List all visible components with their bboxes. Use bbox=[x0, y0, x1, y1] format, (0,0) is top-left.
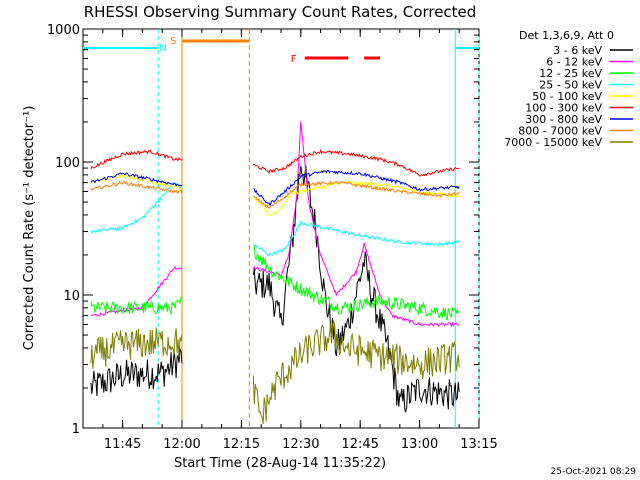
chart-title: RHESSI Observing Summary Count Rates, Co… bbox=[84, 3, 477, 21]
legend-label: 50 - 100 keV bbox=[532, 90, 602, 103]
legend-label: 300 - 800 keV bbox=[525, 113, 602, 126]
x-tick-label: 12:15 bbox=[223, 437, 260, 452]
x-tick-label: 13:15 bbox=[460, 437, 497, 452]
series-line bbox=[90, 165, 460, 413]
series-line bbox=[90, 173, 460, 217]
x-axis-label: Start Time (28-Aug-14 11:35:22) bbox=[174, 456, 386, 471]
x-tick-label: 12:00 bbox=[163, 437, 200, 452]
y-axis-label: Corrected Count Rate (s⁻¹ detector⁻¹) bbox=[22, 106, 37, 351]
x-tick-label: 12:30 bbox=[282, 437, 319, 452]
series-line bbox=[90, 169, 460, 207]
saa-marker-label: S bbox=[170, 36, 176, 47]
legend-title: Det 1,3,6,9, Att 0 bbox=[519, 29, 614, 42]
y-tick-label: 1 bbox=[72, 422, 80, 437]
night-marker-label: N bbox=[159, 43, 166, 54]
legend-label: 100 - 300 keV bbox=[525, 102, 602, 115]
series-line bbox=[90, 148, 460, 177]
legend-label: 800 - 7000 keV bbox=[518, 125, 602, 138]
series-line bbox=[90, 181, 460, 257]
legend-label: 3 - 6 keV bbox=[553, 44, 602, 57]
y-tick-label: 1000 bbox=[47, 23, 80, 38]
series-layer bbox=[90, 121, 460, 424]
y-tick-label: 10 bbox=[63, 289, 80, 304]
flare-marker-label: F bbox=[291, 54, 297, 65]
legend-label: 12 - 25 keV bbox=[539, 67, 602, 80]
legend-label: 25 - 50 keV bbox=[539, 79, 602, 92]
series-line bbox=[90, 244, 460, 321]
x-tick-label: 12:45 bbox=[341, 437, 378, 452]
time-interval-markers: NS F bbox=[83, 29, 480, 428]
legend-label: 7000 - 15000 keV bbox=[504, 136, 602, 149]
x-tick-label: 13:00 bbox=[401, 437, 438, 452]
series-line bbox=[90, 319, 460, 424]
legend-label: 6 - 12 keV bbox=[546, 56, 602, 69]
footer-date: 25-Oct-2021 08:29 bbox=[551, 467, 637, 477]
axes: 11:45 12:00 12:15 12:30 12:45 13:00 13:15 1 10 10… bbox=[47, 23, 498, 452]
y-tick-label: 100 bbox=[55, 156, 80, 171]
series-line bbox=[90, 180, 460, 210]
x-tick-label: 11:45 bbox=[104, 437, 141, 452]
